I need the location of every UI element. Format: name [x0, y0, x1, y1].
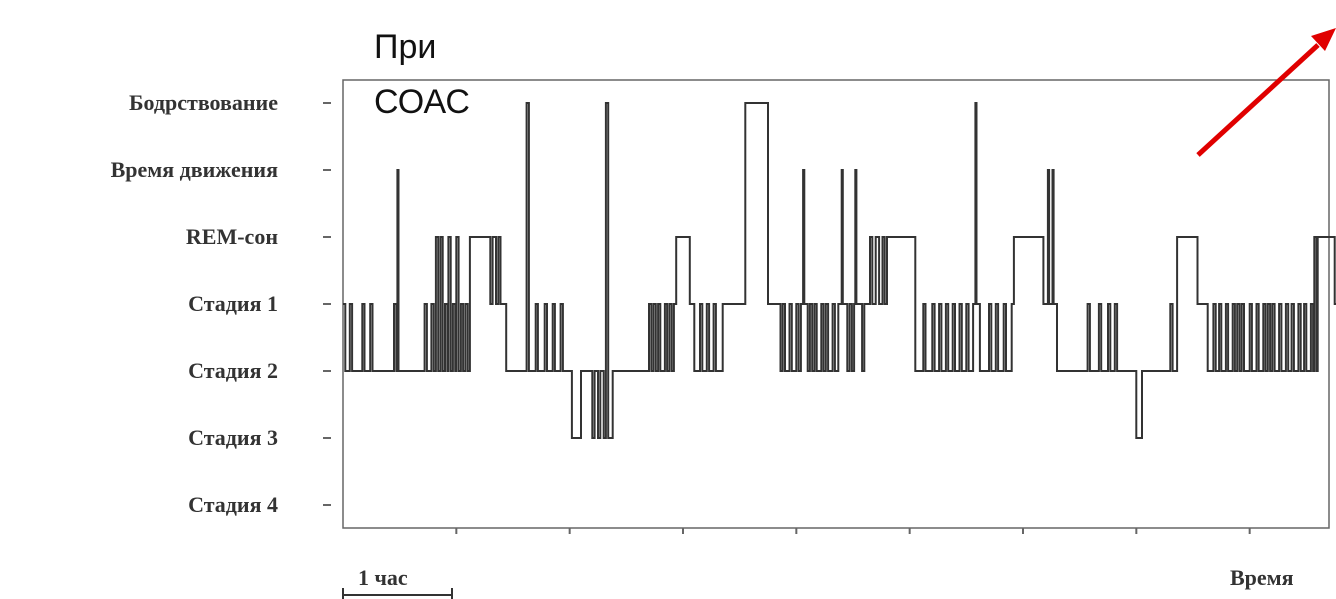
y-tick-label: Стадия 4	[188, 492, 278, 517]
annotation-line-1: При	[374, 28, 436, 66]
y-tick-label: Стадия 3	[188, 425, 278, 450]
y-axis-labels: Стадия 4 Стадия 3 Стадия 2 Стадия 1 REM-сон В…	[111, 90, 279, 517]
hypnogram-line	[343, 102, 1336, 439]
x-axis-label: Время	[1230, 565, 1294, 590]
x-axis-ticks	[455, 528, 1251, 534]
y-axis-ticks	[323, 102, 331, 506]
annotation-line-2: СОАС	[374, 83, 470, 121]
y-tick-label: Бодрствование	[129, 90, 278, 115]
y-tick-label: Стадия 1	[188, 291, 278, 316]
y-tick-label: Стадия 2	[188, 358, 278, 383]
red-arrow-head	[1311, 28, 1336, 51]
y-tick-label: REM-сон	[186, 224, 278, 249]
hypnogram-series	[343, 102, 1336, 439]
red-arrow-line	[1196, 43, 1320, 157]
scale-bar-label: 1 час	[358, 565, 408, 590]
y-tick-label: Время движения	[111, 157, 279, 182]
